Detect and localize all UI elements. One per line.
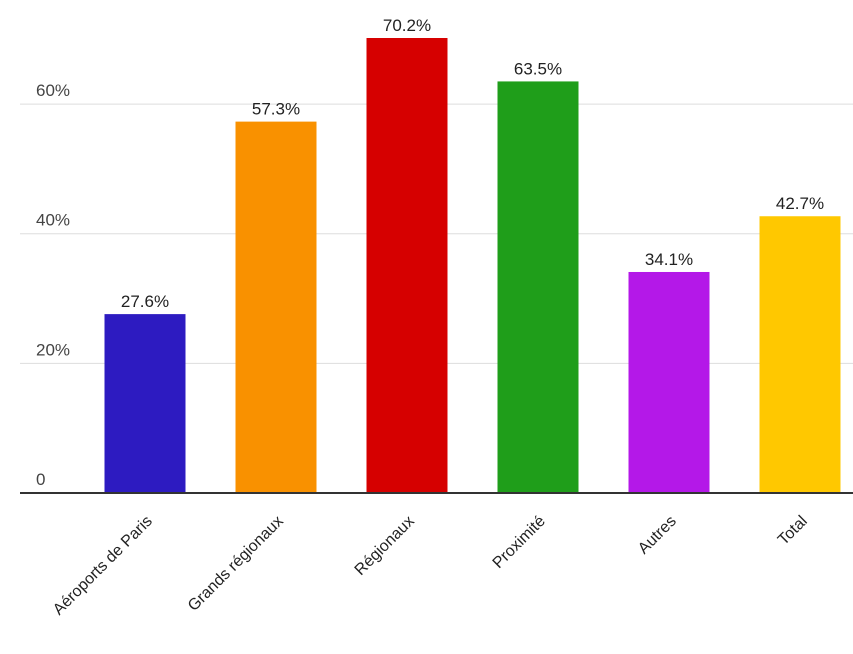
data-label: 63.5% bbox=[514, 59, 562, 78]
y-tick-label: 20% bbox=[36, 340, 70, 359]
data-label: 70.2% bbox=[383, 16, 431, 35]
bar bbox=[759, 216, 841, 494]
bar bbox=[235, 121, 317, 493]
data-labels: 27.6% 57.3% 70.2% 63.5% 34.1% 42.7% bbox=[121, 16, 824, 311]
data-label: 57.3% bbox=[252, 100, 300, 119]
x-category-label: Grands régionaux bbox=[185, 513, 287, 615]
data-label: 27.6% bbox=[121, 292, 169, 311]
data-label: 34.1% bbox=[645, 250, 693, 269]
bar bbox=[628, 271, 710, 493]
data-label: 42.7% bbox=[776, 194, 824, 213]
bar bbox=[497, 81, 579, 493]
x-category-label: Proximité bbox=[490, 513, 549, 572]
y-tick-label: 40% bbox=[36, 211, 70, 230]
y-axis-tick-labels: 0 20% 40% 60% bbox=[36, 81, 70, 489]
x-axis-category-labels: Aéroports de Paris Grands régionaux Région… bbox=[50, 513, 811, 619]
x-category-label: Total bbox=[775, 513, 811, 549]
bar bbox=[366, 38, 448, 493]
x-category-label: Régionaux bbox=[352, 513, 418, 579]
y-tick-label: 60% bbox=[36, 81, 70, 100]
bars bbox=[104, 38, 841, 494]
y-tick-label: 0 bbox=[36, 470, 45, 489]
bar bbox=[104, 314, 186, 493]
x-category-label: Aéroports de Paris bbox=[50, 513, 156, 619]
x-category-label: Autres bbox=[635, 513, 680, 558]
